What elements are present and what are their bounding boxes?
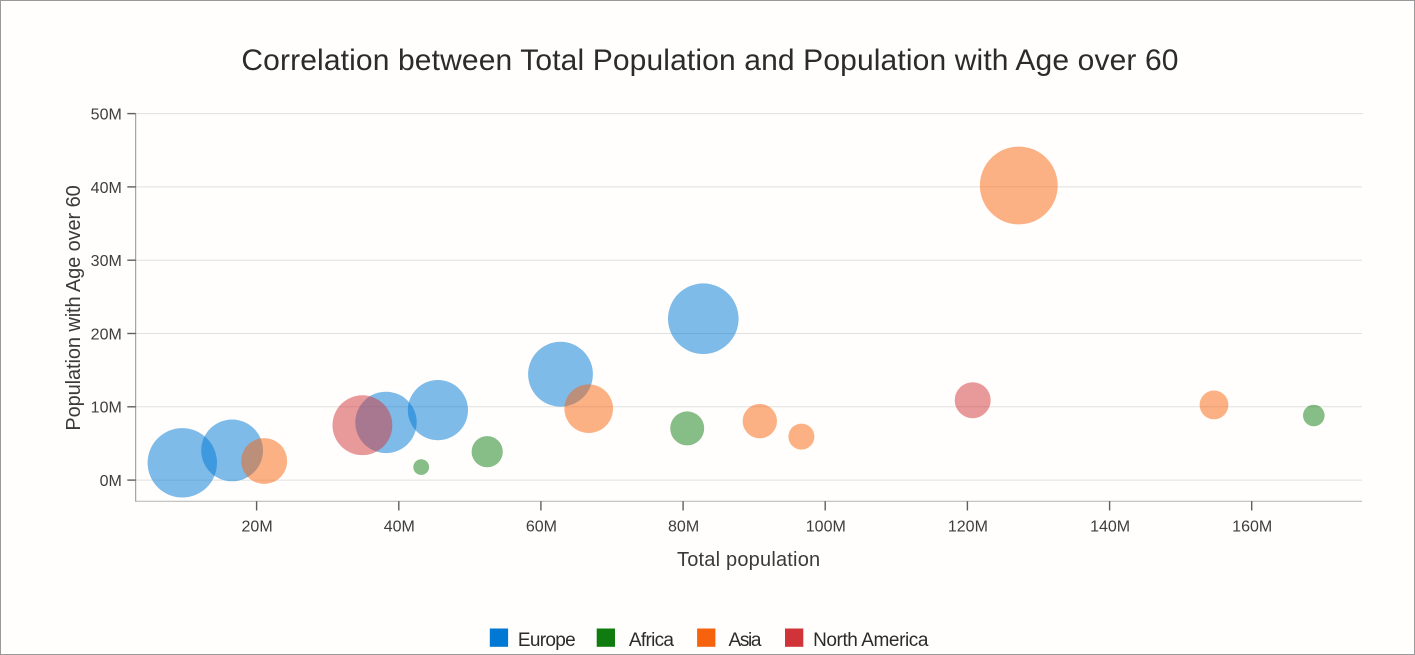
svg-text:Asia: Asia [729, 630, 762, 651]
svg-text:160M: 160M [1232, 519, 1272, 536]
svg-text:0M: 0M [100, 473, 122, 490]
svg-text:50M: 50M [91, 107, 122, 124]
svg-text:140M: 140M [1090, 519, 1130, 536]
svg-text:60M: 60M [526, 519, 557, 536]
svg-text:Correlation between Total Popu: Correlation between Total Population and… [241, 44, 1178, 77]
svg-text:North America: North America [813, 630, 929, 651]
svg-text:40M: 40M [91, 180, 122, 197]
svg-text:Europe: Europe [518, 630, 575, 651]
svg-text:40M: 40M [384, 519, 415, 536]
svg-text:30M: 30M [91, 253, 122, 270]
svg-text:20M: 20M [91, 326, 122, 343]
svg-text:10M: 10M [91, 400, 122, 417]
svg-text:100M: 100M [806, 519, 846, 536]
svg-text:Africa: Africa [629, 630, 675, 651]
svg-text:Total population: Total population [677, 549, 820, 571]
svg-text:120M: 120M [948, 519, 988, 536]
svg-text:20M: 20M [242, 519, 273, 536]
svg-text:80M: 80M [668, 519, 699, 536]
svg-text:Population with Age over 60: Population with Age over 60 [63, 185, 85, 430]
